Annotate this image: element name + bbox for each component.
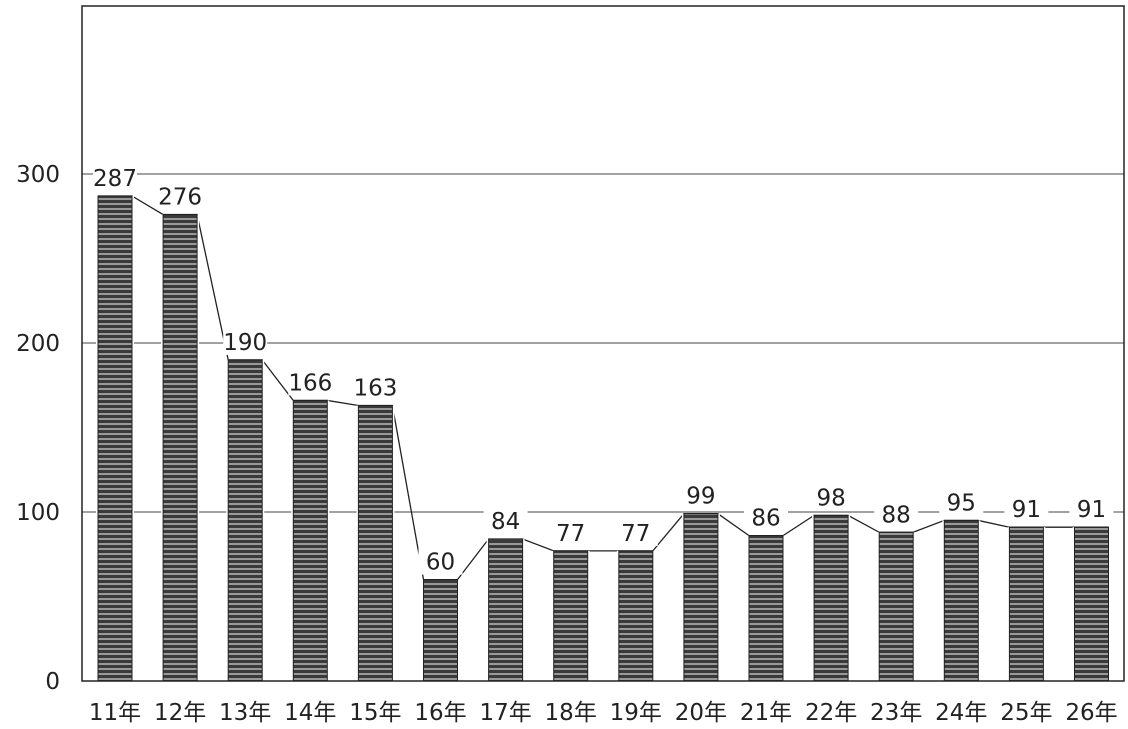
bar [1074, 526, 1109, 682]
y-tick-label: 300 [16, 162, 60, 188]
x-tick-label: 15年 [349, 700, 401, 726]
x-tick-label: 17年 [479, 700, 531, 726]
y-tick-label: 200 [16, 331, 60, 357]
value-label-bg [93, 163, 137, 191]
x-tick-label: 14年 [284, 700, 336, 726]
value-label: 95 [947, 490, 976, 516]
value-label-bg [809, 483, 854, 511]
value-label: 98 [816, 485, 845, 511]
bars [96, 195, 1111, 682]
x-tick-label: 24年 [935, 700, 987, 726]
value-label-bg [1069, 495, 1114, 523]
bar [357, 405, 393, 682]
value-label: 163 [353, 376, 397, 402]
x-tick-label: 18年 [545, 700, 597, 726]
value-label-bg [548, 518, 593, 546]
x-tick-label: 21年 [740, 700, 792, 726]
x-tick-label: 13年 [219, 700, 271, 726]
value-label: 166 [288, 370, 332, 396]
value-label: 86 [751, 506, 780, 532]
value-label: 60 [426, 550, 455, 576]
x-tick-label: 25年 [1000, 700, 1052, 726]
bar [488, 538, 524, 682]
value-label-bg [1004, 495, 1049, 523]
y-axis-tick-labels: 0 100 200 300 [16, 162, 60, 695]
value-label-bg [288, 368, 333, 396]
x-tick-label: 19年 [610, 700, 662, 726]
bar-top-connector [98, 195, 1109, 581]
plot-frame [81, 5, 1125, 682]
value-label: 287 [93, 166, 137, 192]
value-label: 77 [621, 521, 650, 547]
bar [813, 514, 849, 682]
value-label: 88 [882, 502, 911, 528]
bar [878, 531, 914, 682]
value-label: 99 [686, 484, 715, 510]
bar [1008, 526, 1044, 682]
value-label-bg [613, 518, 658, 546]
value-label-bg [744, 503, 788, 531]
x-tick-label: 23年 [870, 700, 922, 726]
x-tick-label: 11年 [89, 700, 141, 726]
bar [618, 550, 654, 682]
value-label: 84 [491, 509, 520, 535]
connector-line [98, 195, 1109, 581]
value-label: 91 [1012, 497, 1041, 523]
value-label-bg [158, 182, 203, 210]
bar [227, 359, 263, 682]
value-label: 190 [223, 330, 267, 356]
x-tick-label: 16年 [414, 700, 466, 726]
value-label-bg [874, 500, 919, 528]
bar [97, 195, 133, 682]
bar [748, 535, 784, 682]
value-label-bg [483, 507, 528, 535]
value-label: 77 [556, 521, 585, 547]
bar [553, 550, 589, 682]
x-tick-label: 20年 [675, 700, 727, 726]
value-label-bg [223, 327, 268, 355]
value-label-bg [678, 481, 723, 509]
x-tick-label: 26年 [1065, 700, 1117, 726]
bar [423, 579, 458, 682]
value-label: 276 [158, 185, 202, 211]
value-label-bg [418, 547, 463, 575]
value-labels: 287 276 190 166 163 60 84 77 77 99 86 98 88 95 91 91 [93, 163, 1114, 576]
bar [162, 214, 198, 682]
y-tick-label: 100 [16, 500, 60, 526]
x-axis-tick-labels: 11年 12年 13年 14年 15年 16年 17年 18年 19年 20年 21年 22年 23年 2… [89, 700, 1118, 726]
bar [683, 513, 719, 682]
value-label-bg [939, 488, 984, 516]
bar [292, 399, 328, 682]
value-label-bg [353, 373, 398, 401]
x-tick-label: 22年 [805, 700, 857, 726]
y-tick-label: 0 [45, 669, 60, 695]
x-tick-label: 12年 [154, 700, 206, 726]
value-label: 91 [1077, 497, 1106, 523]
bar [943, 519, 979, 682]
